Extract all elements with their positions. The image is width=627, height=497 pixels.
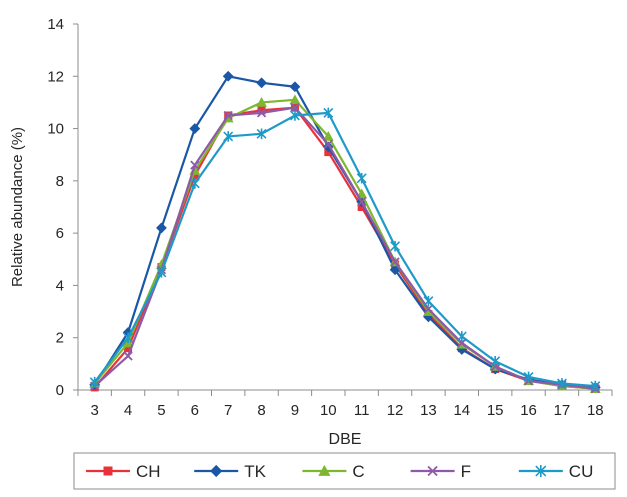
data-point (322, 141, 334, 153)
y-tick-label: 2 (56, 330, 64, 347)
legend-label: TK (244, 462, 266, 481)
series-line (93, 106, 596, 390)
data-point (318, 464, 331, 476)
x-tick-label: 18 (587, 402, 604, 419)
data-point (223, 131, 234, 142)
data-point (189, 123, 201, 134)
data-point (423, 306, 434, 316)
data-point (323, 107, 334, 119)
data-point (210, 464, 223, 478)
data-point (89, 376, 100, 388)
data-point (390, 240, 401, 252)
x-ticks: 3 4 5 6 7 8 9 10 11 12 13 14 15 16 17 18 (77, 390, 613, 419)
data-point (490, 355, 501, 367)
data-point (456, 344, 468, 355)
data-point (189, 178, 200, 189)
legend-label: CU (569, 462, 594, 481)
x-axis-label: DBE (329, 431, 362, 448)
x-tick-label: 7 (224, 402, 232, 419)
data-point (256, 128, 267, 140)
y-axis-label: Relative abundance (%) (9, 127, 26, 287)
data-point (427, 465, 438, 477)
legend-item-ch: CH (86, 462, 161, 481)
series-c (89, 94, 601, 394)
data-point (123, 332, 134, 343)
data-point (103, 466, 113, 476)
data-point (423, 295, 434, 307)
y-tick-label: 8 (56, 173, 64, 190)
legend-label: C (352, 462, 364, 481)
data-point (356, 172, 367, 184)
x-tick-label: 10 (320, 402, 337, 419)
x-tick-label: 8 (257, 402, 265, 419)
data-point (590, 380, 601, 392)
data-point (190, 160, 200, 170)
data-point (357, 197, 367, 207)
data-point (523, 371, 534, 383)
legend-item-tk: TK (194, 462, 267, 481)
data-point (223, 110, 233, 121)
legend: CH TK C F CU (73, 452, 616, 490)
data-point (123, 351, 133, 361)
data-point (256, 77, 267, 89)
x-tick-label: 9 (291, 402, 299, 419)
x-tick-label: 16 (520, 402, 537, 419)
data-point (156, 267, 167, 278)
data-point (457, 338, 467, 348)
data-point (257, 106, 266, 115)
data-point (389, 264, 401, 276)
data-point (423, 304, 434, 314)
data-point (256, 97, 267, 107)
x-tick-label: 11 (354, 402, 370, 419)
y-tick-label: 10 (47, 121, 64, 138)
data-point (289, 81, 301, 93)
data-point (290, 103, 300, 113)
data-point (256, 108, 267, 118)
data-point (289, 110, 300, 121)
x-tick-label: 3 (91, 402, 99, 419)
x-tick-label: 17 (554, 402, 571, 419)
x-tick-label: 13 (420, 402, 437, 419)
data-point (289, 94, 301, 105)
legend-item-c: C (302, 462, 365, 481)
data-point (222, 70, 234, 82)
legend-item-cu: CU (518, 462, 594, 481)
x-tick-label: 5 (157, 402, 165, 419)
x-tick-label: 12 (387, 402, 404, 419)
y-tick-label: 4 (56, 277, 64, 294)
y-tick-label: 14 (47, 16, 64, 33)
data-point (190, 171, 199, 180)
series-line (93, 111, 596, 388)
y-ticks: 0 2 4 6 8 10 12 14 (47, 16, 78, 399)
legend-label: CH (136, 462, 161, 481)
x-tick-label: 15 (487, 402, 504, 419)
legend-label: F (461, 462, 471, 481)
data-point (322, 131, 334, 141)
y-tick-label: 6 (56, 225, 64, 242)
data-point (535, 465, 547, 477)
data-point (456, 331, 467, 342)
x-tick-label: 4 (124, 402, 132, 419)
legend-item-f: F (410, 462, 471, 481)
y-tick-label: 0 (56, 382, 64, 399)
x-tick-label: 6 (191, 402, 199, 419)
data-point (556, 378, 567, 389)
y-tick-label: 12 (47, 68, 64, 85)
series-line (93, 75, 596, 389)
x-tick-label: 14 (453, 402, 470, 419)
data-point (124, 344, 133, 353)
data-point (390, 257, 400, 267)
data-point (323, 139, 333, 149)
series-cu (89, 107, 601, 392)
axes (77, 24, 612, 391)
data-point (156, 222, 167, 234)
series-layer (89, 70, 601, 394)
series-tk (89, 70, 601, 393)
